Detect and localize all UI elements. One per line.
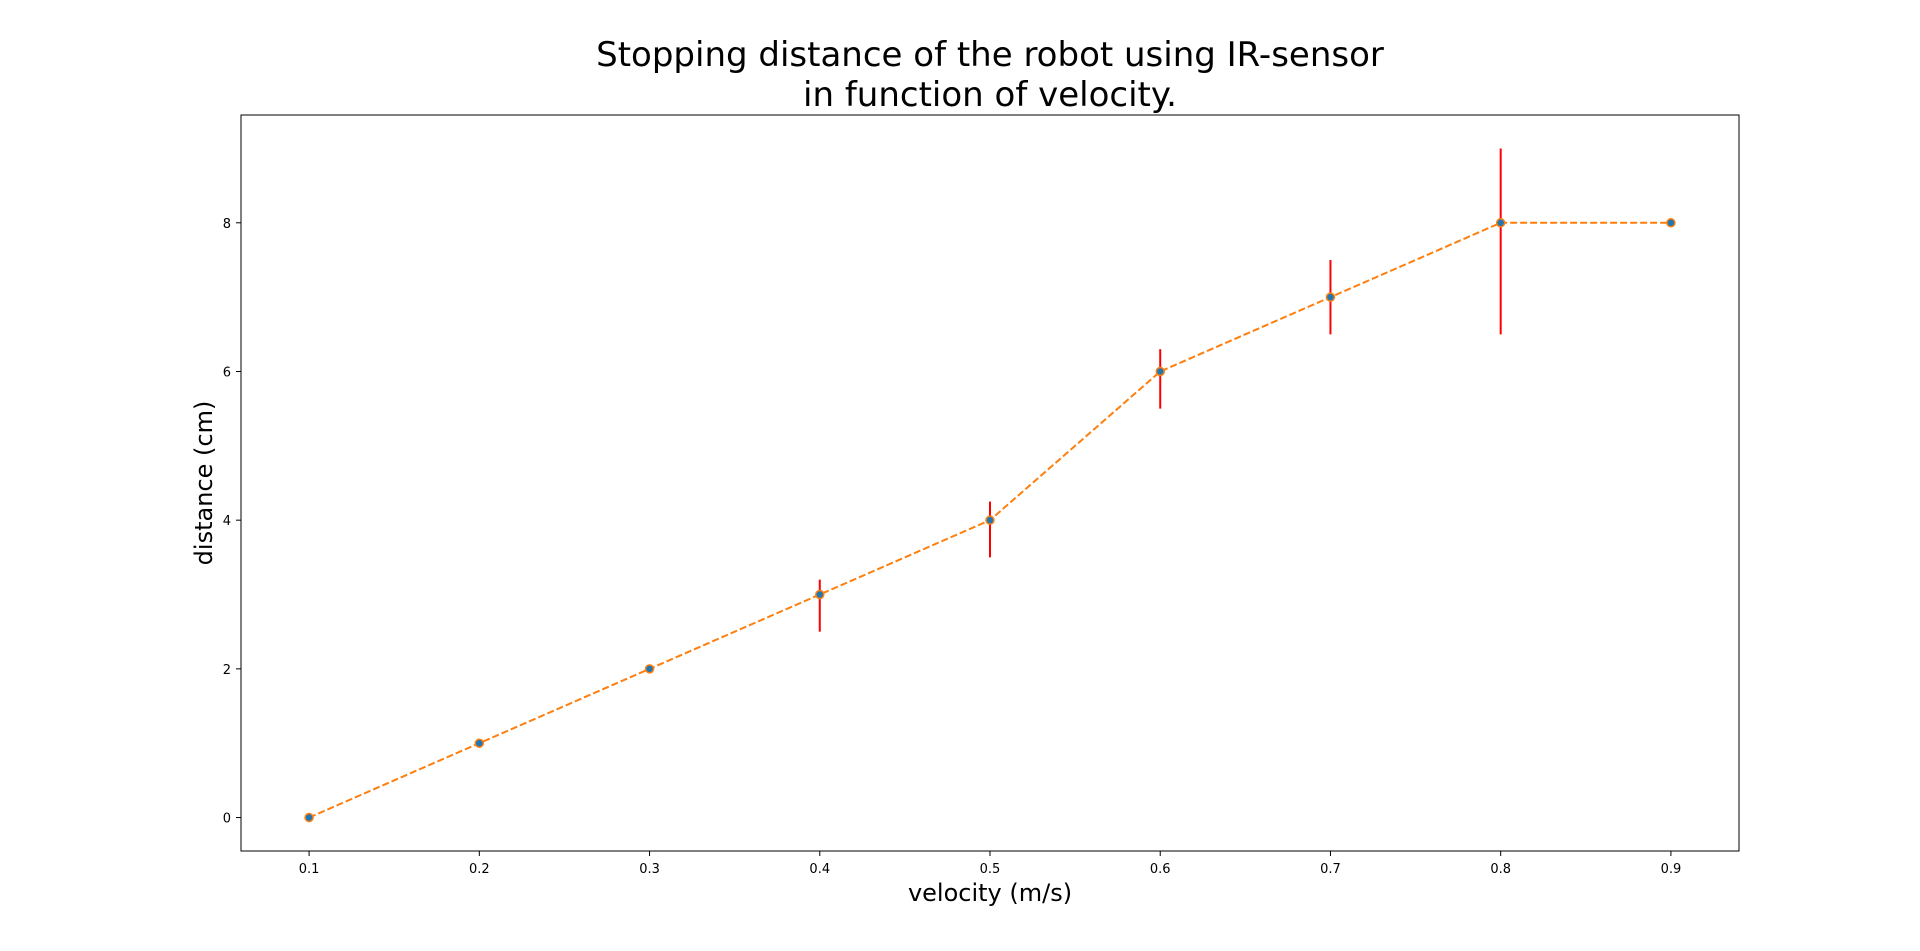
x-tick-label: 0.5 — [980, 862, 1001, 877]
data-point — [1666, 218, 1676, 228]
data-point — [644, 664, 655, 674]
x-tick-label: 0.6 — [1150, 862, 1171, 877]
y-tick-label: 0 — [223, 812, 231, 827]
x-tick-label: 0.3 — [639, 862, 660, 877]
y-tick-label: 4 — [223, 514, 231, 529]
data-point — [1325, 292, 1336, 302]
x-axis: 0.1 0.2 0.3 0.4 0.5 0.6 0.7 0.8 0.9 — [299, 851, 1682, 877]
data-point — [304, 812, 314, 823]
plot-area-frame — [240, 114, 1740, 852]
y-tick-label: 6 — [223, 365, 231, 380]
x-tick-label: 0.7 — [1320, 862, 1341, 877]
data-point — [1495, 218, 1506, 228]
x-tick-label: 0.8 — [1490, 862, 1511, 877]
x-tick-label: 0.2 — [469, 862, 490, 877]
data-point — [1155, 366, 1165, 377]
x-tick-label: 0.4 — [809, 862, 830, 877]
x-axis-label: velocity (m/s) — [908, 879, 1072, 907]
chart-title-line-1: Stopping distance of the robot using IR-… — [596, 35, 1384, 75]
data-point — [815, 589, 825, 600]
y-tick-label: 2 — [223, 663, 231, 678]
y-axis: 0 2 4 6 8 — [223, 217, 241, 827]
data-point — [985, 515, 995, 525]
data-point — [474, 738, 485, 748]
x-tick-label: 0.1 — [299, 862, 320, 877]
series-layer — [304, 148, 1676, 823]
y-tick-label: 8 — [223, 217, 231, 232]
y-axis-label: distance (cm) — [190, 401, 218, 566]
chart-title-line-2: in function of velocity. — [803, 75, 1177, 115]
x-tick-label: 0.9 — [1661, 862, 1682, 877]
